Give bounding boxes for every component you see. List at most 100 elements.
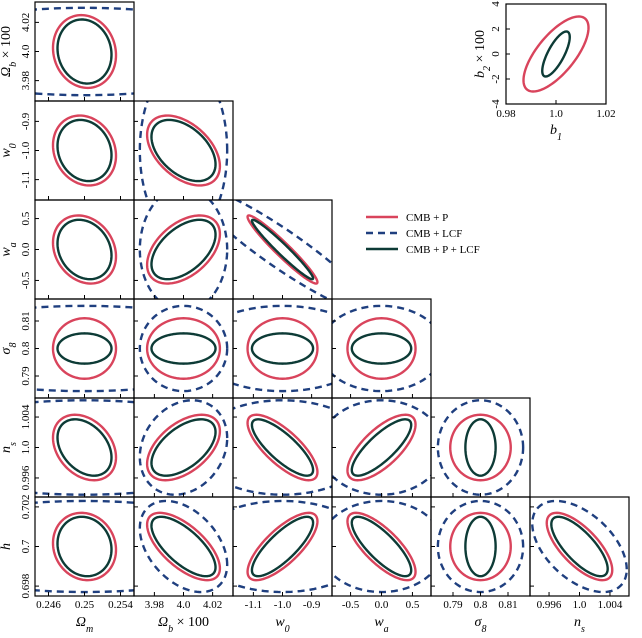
label-part: w [0, 148, 14, 158]
x-tick-label: 0.81 [498, 599, 517, 611]
contour [550, 515, 609, 578]
x-tick-label: 0.254 [108, 599, 133, 611]
panel-frame [34, 1, 135, 102]
contour [246, 413, 319, 482]
label-part: 1 [557, 132, 562, 143]
panel-frame [232, 496, 333, 597]
contour [233, 399, 332, 496]
contour [51, 413, 118, 482]
contour [35, 399, 134, 496]
label-part: 0 [285, 624, 290, 634]
contour [138, 304, 229, 393]
panel-frame [331, 496, 432, 597]
contour [51, 13, 118, 90]
label-part: 2 [482, 66, 493, 71]
contour [51, 214, 118, 285]
label-part: Ω [76, 615, 86, 630]
axis-label: σ8 [475, 615, 487, 633]
contour [233, 499, 332, 594]
label-part: n [574, 615, 581, 630]
label-part: w [275, 615, 285, 630]
label-part: h [0, 543, 14, 550]
contour [246, 214, 319, 285]
contour [350, 418, 413, 477]
y-tick-label: -1.1 [20, 171, 32, 188]
contour [464, 418, 497, 477]
x-tick-label: 0.8 [474, 599, 488, 611]
y-tick-label: 1.004 [20, 404, 32, 429]
contour [246, 511, 319, 582]
y-tick-label: 0.5 [20, 211, 32, 225]
contour [138, 101, 229, 200]
contour [350, 332, 413, 365]
contour [56, 332, 113, 365]
x-tick-label: 1.02 [596, 108, 615, 120]
contour [0, 63, 265, 238]
contour [51, 114, 118, 187]
contour [545, 511, 614, 582]
contour [138, 399, 229, 496]
label-part: s [8, 442, 19, 446]
label-part: 0 [8, 143, 19, 148]
legend-label: CMB + P [406, 212, 448, 224]
contour [449, 413, 512, 482]
x-tick-label: -1.0 [274, 599, 292, 611]
x-tick-label: 0.996 [537, 599, 562, 611]
contour [0, 188, 265, 312]
contour [233, 200, 332, 299]
label-part: × 100 [173, 615, 209, 630]
y-tick-label: 0.81 [20, 311, 32, 330]
panel-frame [331, 397, 432, 498]
contour [436, 399, 525, 496]
x-tick-label: 0.98 [496, 108, 516, 120]
label-part: Ω [158, 615, 168, 630]
contour [250, 418, 315, 477]
y-tick-label: 0 [490, 51, 502, 57]
axis-label: ns [0, 442, 19, 453]
label-part: b [168, 624, 173, 634]
contour [56, 218, 113, 281]
axis-label: ns [574, 615, 585, 633]
contour [51, 317, 118, 380]
axis-label: Ωb × 100 [158, 615, 209, 633]
y-tick-label: 4.0 [20, 44, 32, 58]
axis-label: Ωm [76, 615, 93, 633]
contour [35, 6, 134, 97]
contour [150, 118, 217, 183]
contour [346, 413, 417, 482]
label-part: a [384, 624, 389, 634]
label-part: b [550, 123, 557, 138]
x-tick-label: 1.004 [598, 599, 623, 611]
contour [35, 499, 134, 594]
contour [56, 118, 113, 183]
contour [522, 15, 590, 93]
y-tick-label: 2 [490, 26, 502, 32]
label-part: b [473, 71, 488, 78]
label-part: × 100 [473, 30, 488, 66]
label-part: b [8, 62, 19, 67]
label-part: n [0, 446, 14, 453]
label-part: × 100 [0, 26, 14, 62]
contour [246, 317, 319, 380]
contour [350, 515, 413, 578]
panel-frame [529, 496, 630, 597]
contour [51, 511, 118, 582]
axis-label: σ8 [0, 343, 19, 355]
axis-label: wa [0, 242, 19, 256]
y-tick-label: 0.996 [20, 465, 32, 490]
axis-label: b2 × 100 [473, 30, 493, 78]
contour [531, 499, 628, 594]
x-tick-label: 0.246 [36, 599, 61, 611]
x-tick-label: -0.5 [342, 599, 360, 611]
y-tick-label: 0.7 [20, 539, 32, 553]
contour [150, 418, 217, 477]
y-tick-label: -0.9 [20, 112, 32, 130]
legend-label: CMB + LCF [406, 228, 462, 240]
contour [145, 214, 222, 285]
contour [138, 200, 229, 299]
label-part: w [0, 247, 14, 257]
label-part: 8 [481, 624, 486, 634]
label-part: m [86, 624, 93, 634]
contour [56, 515, 113, 578]
